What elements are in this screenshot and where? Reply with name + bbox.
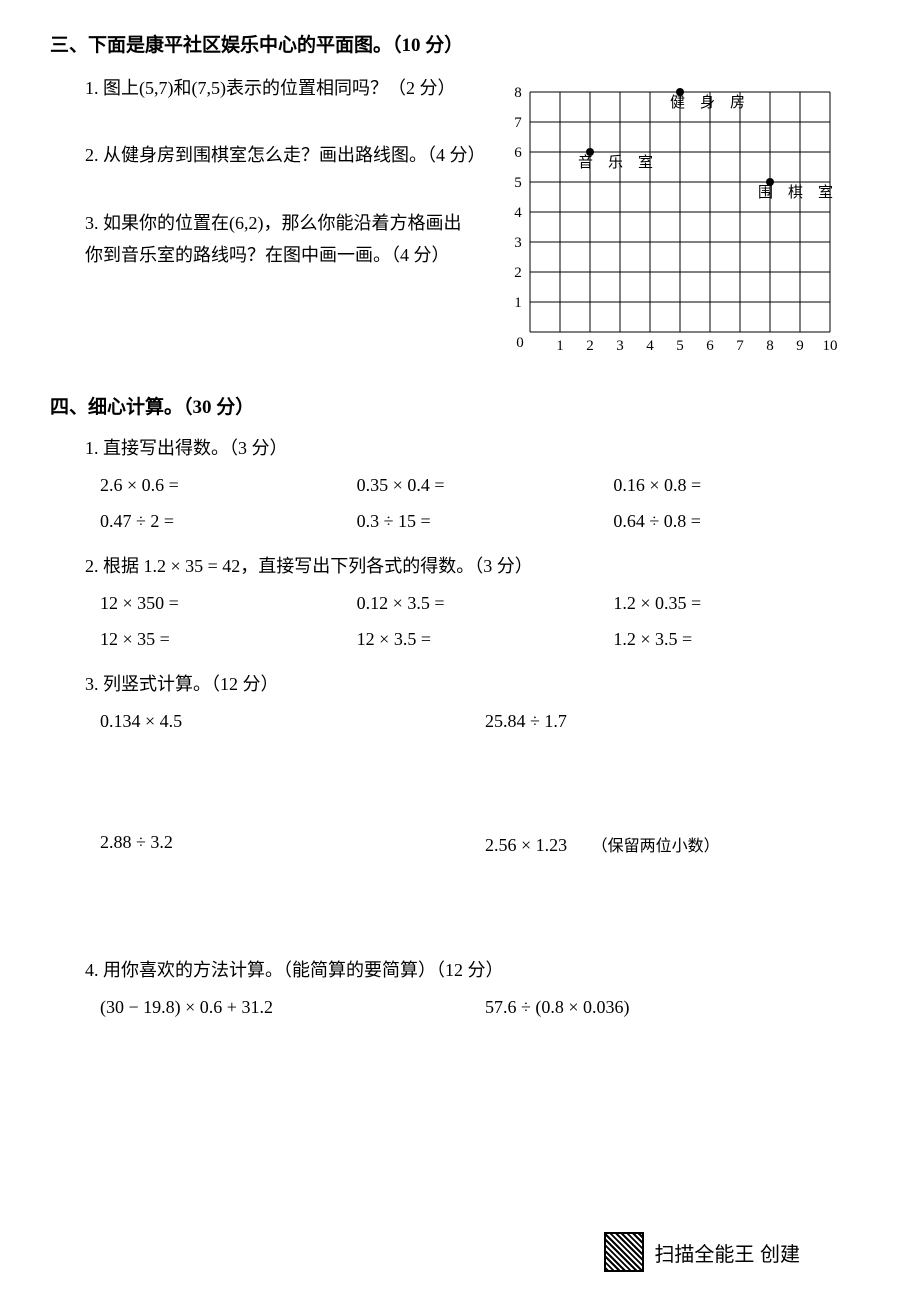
- question-3: 3. 如果你的位置在(6,2)，那么你能沿着方格画出 你到音乐室的路线吗？在图中…: [85, 207, 480, 272]
- svg-text:房: 房: [730, 94, 745, 111]
- svg-text:0: 0: [516, 335, 524, 351]
- svg-text:2: 2: [586, 338, 594, 354]
- question-1: 1. 图上(5,7)和(7,5)表示的位置相同吗？（2 分）: [85, 72, 480, 104]
- math-expr: 0.134 × 4.5: [100, 711, 485, 732]
- section-4-title: 四、细心计算。（30 分）: [50, 392, 870, 419]
- svg-text:4: 4: [514, 205, 522, 221]
- question-3-line2: 你到音乐室的路线吗？在图中画一画。（4 分）: [85, 239, 480, 271]
- svg-text:8: 8: [514, 85, 522, 101]
- math-expr: 12 × 3.5 =: [357, 629, 614, 650]
- math-expr: 0.35 × 0.4 =: [357, 475, 614, 496]
- sub2-row2: 12 × 35 = 12 × 3.5 = 1.2 × 3.5 =: [100, 629, 870, 650]
- svg-text:6: 6: [706, 338, 714, 354]
- svg-text:5: 5: [514, 175, 522, 191]
- grid-svg: 01234567891012345678健身房音乐室围棋室: [500, 72, 870, 372]
- svg-text:8: 8: [766, 338, 774, 354]
- section-3-title: 三、下面是康平社区娱乐中心的平面图。（10 分）: [50, 30, 870, 57]
- questions-left: 1. 图上(5,7)和(7,5)表示的位置相同吗？（2 分） 2. 从健身房到围…: [50, 72, 480, 372]
- math-expr: 2.88 ÷ 3.2: [100, 832, 485, 856]
- sub1-row2: 0.47 ÷ 2 = 0.3 ÷ 15 = 0.64 ÷ 0.8 =: [100, 511, 870, 532]
- svg-text:7: 7: [736, 338, 744, 354]
- svg-text:围: 围: [758, 185, 773, 201]
- math-expr: 2.6 × 0.6 =: [100, 475, 357, 496]
- math-expr: 0.16 × 0.8 =: [613, 475, 870, 496]
- math-expr-text: 2.56 × 1.23: [485, 835, 567, 855]
- math-note: （保留两位小数）: [592, 838, 720, 855]
- sub-section-1: 1. 直接写出得数。（3 分） 2.6 × 0.6 = 0.35 × 0.4 =…: [85, 434, 870, 532]
- svg-text:5: 5: [676, 338, 684, 354]
- math-expr: 57.6 ÷ (0.8 × 0.036): [485, 997, 870, 1018]
- math-expr: 2.56 × 1.23 （保留两位小数）: [485, 832, 870, 856]
- sub4-title: 4. 用你喜欢的方法计算。（能简算的要简算）（12 分）: [85, 956, 870, 982]
- svg-text:1: 1: [556, 338, 564, 354]
- svg-text:3: 3: [514, 235, 522, 251]
- sub-section-3: 3. 列竖式计算。（12 分） 0.134 × 4.5 25.84 ÷ 1.7 …: [85, 670, 870, 856]
- math-expr: 0.3 ÷ 15 =: [357, 511, 614, 532]
- sub2-row1: 12 × 350 = 0.12 × 3.5 = 1.2 × 0.35 =: [100, 593, 870, 614]
- math-expr: 25.84 ÷ 1.7: [485, 711, 870, 732]
- svg-text:4: 4: [646, 338, 654, 354]
- sub-section-2: 2. 根据 1.2 × 35 = 42，直接写出下列各式的得数。（3 分） 12…: [85, 552, 870, 650]
- math-expr: (30 − 19.8) × 0.6 + 31.2: [100, 997, 485, 1018]
- question-2: 2. 从健身房到围棋室怎么走？画出路线图。（4 分）: [85, 139, 480, 171]
- section-3: 三、下面是康平社区娱乐中心的平面图。（10 分） 1. 图上(5,7)和(7,5…: [50, 30, 870, 372]
- svg-text:棋: 棋: [788, 184, 803, 201]
- svg-text:身: 身: [700, 94, 715, 111]
- sub1-row1: 2.6 × 0.6 = 0.35 × 0.4 = 0.16 × 0.8 =: [100, 475, 870, 496]
- coordinate-grid: 01234567891012345678健身房音乐室围棋室: [500, 72, 870, 372]
- section-4: 四、细心计算。（30 分） 1. 直接写出得数。（3 分） 2.6 × 0.6 …: [50, 392, 870, 1018]
- sub-section-4: 4. 用你喜欢的方法计算。（能简算的要简算）（12 分） (30 − 19.8)…: [85, 956, 870, 1018]
- math-expr: 12 × 35 =: [100, 629, 357, 650]
- svg-text:室: 室: [818, 184, 833, 201]
- sub1-title: 1. 直接写出得数。（3 分）: [85, 434, 870, 460]
- svg-text:7: 7: [514, 115, 522, 131]
- sub2-title: 2. 根据 1.2 × 35 = 42，直接写出下列各式的得数。（3 分）: [85, 552, 870, 578]
- math-expr: 1.2 × 0.35 =: [613, 593, 870, 614]
- svg-text:1: 1: [514, 295, 522, 311]
- section-3-content: 1. 图上(5,7)和(7,5)表示的位置相同吗？（2 分） 2. 从健身房到围…: [50, 72, 870, 372]
- svg-text:室: 室: [638, 154, 653, 171]
- sub3-row2: 2.88 ÷ 3.2 2.56 × 1.23 （保留两位小数）: [100, 832, 870, 856]
- svg-text:9: 9: [796, 338, 804, 354]
- footer-text: 扫描全能王 创建: [654, 1238, 800, 1267]
- sub3-title: 3. 列竖式计算。（12 分）: [85, 670, 870, 696]
- math-expr: 1.2 × 3.5 =: [613, 629, 870, 650]
- footer: 扫描全能王 创建: [604, 1232, 800, 1272]
- sub4-row1: (30 − 19.8) × 0.6 + 31.2 57.6 ÷ (0.8 × 0…: [100, 997, 870, 1018]
- question-3-line1: 3. 如果你的位置在(6,2)，那么你能沿着方格画出: [85, 207, 480, 239]
- svg-text:音: 音: [578, 154, 593, 171]
- svg-text:6: 6: [514, 145, 522, 161]
- svg-text:2: 2: [514, 265, 522, 281]
- math-expr: 0.64 ÷ 0.8 =: [613, 511, 870, 532]
- svg-text:健: 健: [670, 94, 685, 111]
- sub3-row1: 0.134 × 4.5 25.84 ÷ 1.7: [100, 711, 870, 732]
- math-expr: 12 × 350 =: [100, 593, 357, 614]
- math-expr: 0.47 ÷ 2 =: [100, 511, 357, 532]
- svg-text:乐: 乐: [608, 154, 623, 171]
- svg-text:3: 3: [616, 338, 624, 354]
- qr-code-icon: [604, 1232, 644, 1272]
- math-expr: 0.12 × 3.5 =: [357, 593, 614, 614]
- svg-text:10: 10: [823, 338, 838, 354]
